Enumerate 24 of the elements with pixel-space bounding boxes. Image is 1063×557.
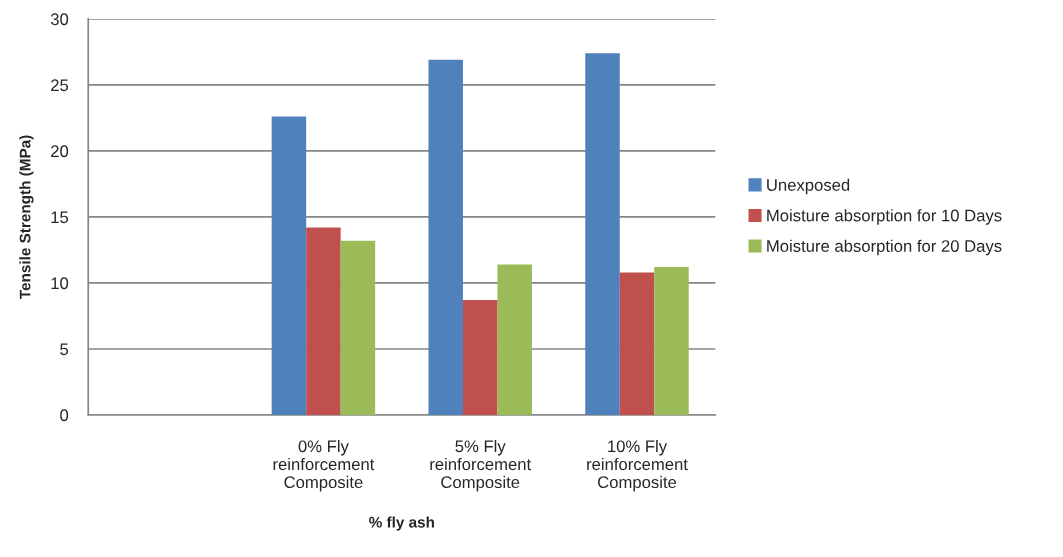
bar xyxy=(585,53,620,415)
x-tick-label: 0% Fly reinforcement Composite xyxy=(273,439,375,492)
bar xyxy=(340,240,376,415)
legend-label: Unexposed xyxy=(767,178,850,195)
y-tick-label: 5 xyxy=(60,343,69,356)
bar xyxy=(306,227,341,415)
x-axis-title: % fly ash xyxy=(369,516,434,531)
bar xyxy=(497,264,532,415)
y-tick-label: 15 xyxy=(51,211,69,224)
legend-label: Moisture absorption for 10 Days xyxy=(767,209,1002,225)
y-tick-label: 20 xyxy=(51,145,69,158)
y-axis-title: Tensile Strength (MPa) xyxy=(19,135,34,299)
y-tick-label: 0 xyxy=(60,409,69,422)
y-tick-label: 10 xyxy=(51,277,69,290)
bar xyxy=(271,116,307,415)
bar xyxy=(462,300,498,415)
bar xyxy=(654,267,689,415)
x-tick-label: 5% Fly reinforcement Composite xyxy=(430,439,532,492)
x-tick-label: 10% Fly reinforcement Composite xyxy=(587,439,688,492)
legend-label: Moisture absorption for 20 Days xyxy=(767,239,1002,256)
bar xyxy=(619,272,655,415)
bar xyxy=(428,59,463,415)
y-tick-label: 25 xyxy=(51,79,69,92)
y-tick-label: 30 xyxy=(50,13,69,26)
